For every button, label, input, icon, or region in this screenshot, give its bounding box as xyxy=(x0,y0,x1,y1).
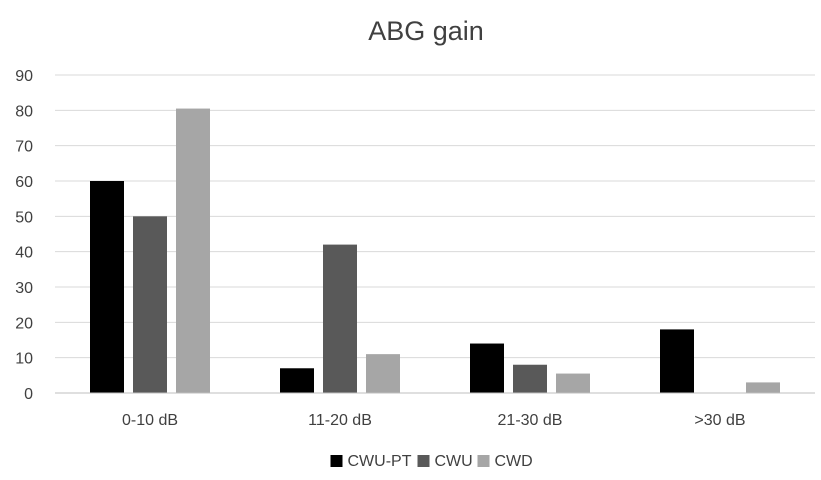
y-tick-label: 60 xyxy=(15,174,33,191)
bar-cwu-pt-3 xyxy=(660,329,694,393)
y-tick-label: 0 xyxy=(24,386,33,403)
legend-item-cwd: CWD xyxy=(477,453,533,470)
legend-label: CWU xyxy=(435,453,473,470)
bar-cwd-1 xyxy=(366,354,400,393)
legend-item-cwu-pt: CWU-PT xyxy=(330,453,412,470)
bar-cwu-0 xyxy=(133,216,167,393)
legend: CWU-PT CWU CWD xyxy=(330,453,533,470)
chart-title: ABG gain xyxy=(368,16,484,46)
gridlines xyxy=(55,74,815,359)
x-axis-tick-labels: 0-10 dB 11-20 dB 21-30 dB >30 dB xyxy=(122,412,746,429)
legend-swatch xyxy=(417,455,430,467)
bar-cwd-2 xyxy=(556,373,590,393)
bar-cwu-2 xyxy=(513,364,547,393)
y-tick-label: 80 xyxy=(15,103,33,120)
y-tick-label: 10 xyxy=(15,351,33,368)
x-tick-label: >30 dB xyxy=(694,412,745,429)
legend-label: CWD xyxy=(495,453,533,470)
y-tick-label: 40 xyxy=(15,245,33,262)
x-tick-label: 21-30 dB xyxy=(498,412,563,429)
bars xyxy=(90,108,780,394)
bar-cwd-0 xyxy=(176,108,210,394)
y-tick-label: 70 xyxy=(15,139,33,156)
bar-cwu-pt-1 xyxy=(280,368,314,393)
y-axis-tick-labels: 0 10 20 30 40 50 60 70 80 90 xyxy=(15,68,33,403)
y-tick-label: 20 xyxy=(15,315,33,332)
legend-swatch xyxy=(330,455,343,467)
bar-cwd-3 xyxy=(746,382,780,393)
bar-cwu-pt-0 xyxy=(90,181,124,393)
x-tick-label: 0-10 dB xyxy=(122,412,178,429)
legend-label: CWU-PT xyxy=(348,453,412,470)
legend-item-cwu: CWU xyxy=(417,453,473,470)
bar-cwu-1 xyxy=(323,244,357,393)
x-tick-label: 11-20 dB xyxy=(308,412,372,429)
y-tick-label: 90 xyxy=(15,68,33,85)
legend-swatch xyxy=(477,455,490,467)
bar-cwu-pt-2 xyxy=(470,343,504,393)
y-tick-label: 30 xyxy=(15,280,33,297)
y-tick-label: 50 xyxy=(15,209,33,226)
